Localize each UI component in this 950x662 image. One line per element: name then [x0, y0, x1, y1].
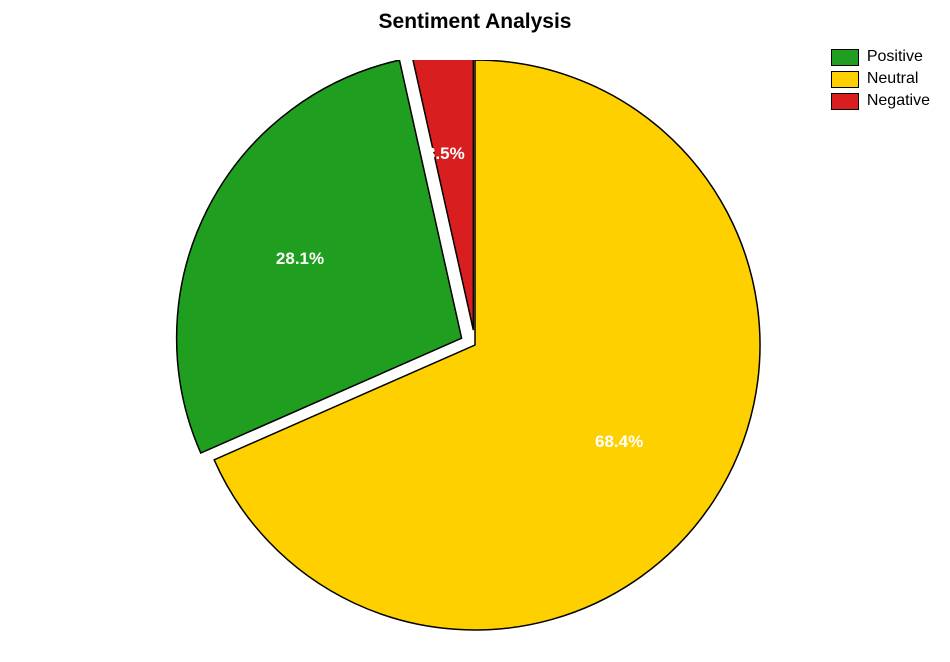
legend-item-neutral: Neutral — [831, 70, 930, 88]
chart-title: Sentiment Analysis — [0, 10, 950, 34]
legend-label: Neutral — [867, 70, 919, 88]
legend-swatch — [831, 49, 859, 66]
slice-percent-label: 28.1% — [276, 249, 324, 269]
pie-chart-container: Sentiment Analysis Positive Neutral Nega… — [0, 0, 950, 662]
legend-label: Negative — [867, 92, 930, 110]
slice-percent-label: 68.4% — [595, 432, 643, 452]
chart-legend: Positive Neutral Negative — [831, 48, 930, 114]
legend-item-positive: Positive — [831, 48, 930, 66]
legend-swatch — [831, 71, 859, 88]
legend-swatch — [831, 93, 859, 110]
pie-chart-svg — [175, 60, 775, 640]
legend-label: Positive — [867, 48, 923, 66]
slice-percent-label: 3.5% — [426, 144, 465, 164]
legend-item-negative: Negative — [831, 92, 930, 110]
